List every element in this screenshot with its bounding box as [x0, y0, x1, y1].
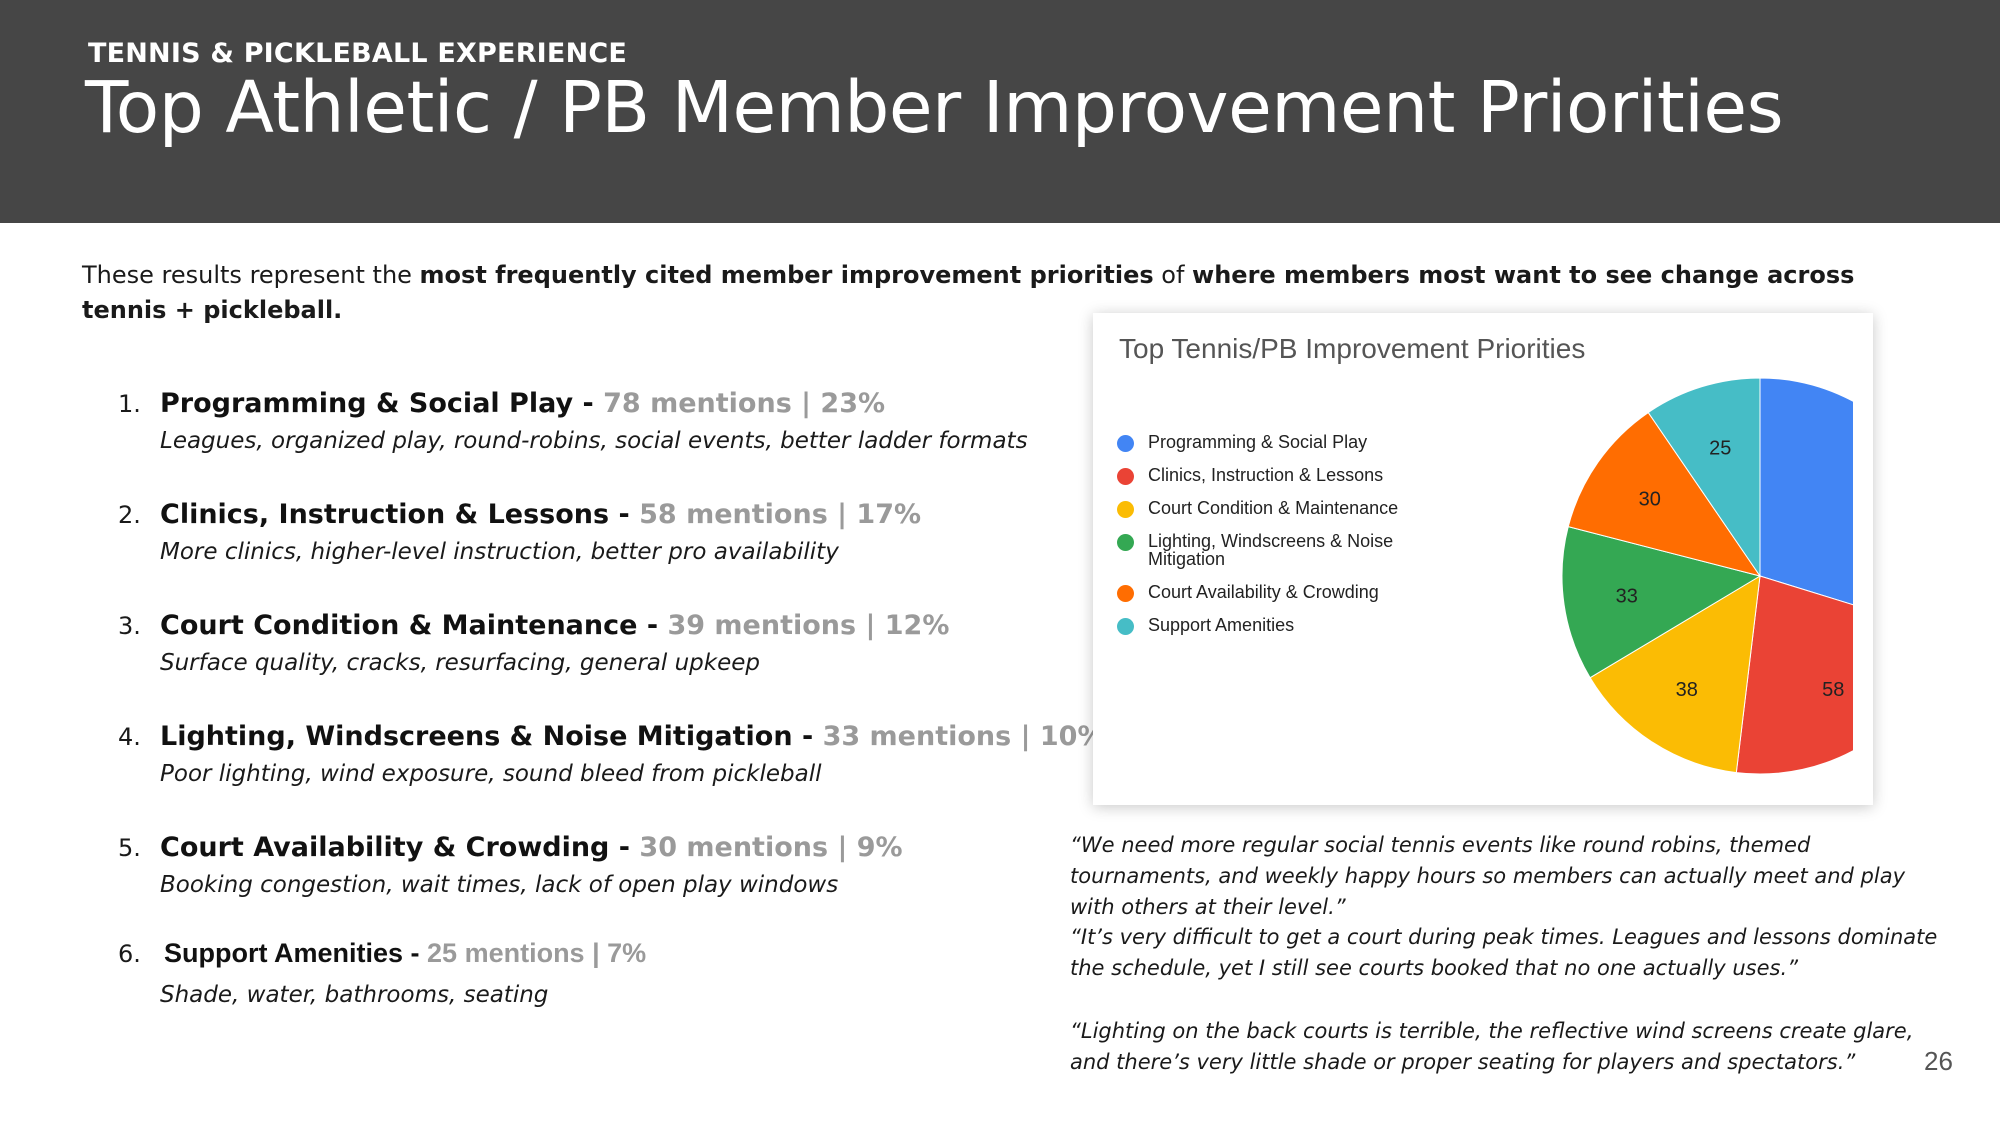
legend-swatch	[1117, 468, 1134, 485]
header-banner: TENNIS & PICKLEBALL EXPERIENCE Top Athle…	[0, 0, 2000, 223]
priority-label: Lighting, Windscreens & Noise Mitigation	[160, 721, 793, 752]
legend-label: Court Condition & Maintenance	[1148, 498, 1399, 518]
priority-heading: Programming & Social Play - 78 mentions …	[160, 388, 885, 419]
pie-slice	[1647, 377, 1761, 578]
priority-description: Leagues, organized play, round-robins, s…	[160, 428, 1028, 454]
pie-slice	[1589, 575, 1761, 774]
legend-label: Court Availability & Crowding	[1148, 582, 1379, 602]
chart-title: Top Tennis/PB Improvement Priorities	[1119, 333, 1586, 364]
priority-separator: -	[792, 721, 823, 752]
priority-description: Shade, water, bathrooms, seating	[160, 982, 549, 1008]
priority-number: 5.	[118, 834, 141, 862]
priority-label: Court Availability & Crowding	[160, 832, 610, 863]
pie-data-label: 58	[1822, 679, 1844, 701]
priority-description: Booking congestion, wait times, lack of …	[160, 872, 839, 898]
legend-swatch	[1117, 534, 1134, 551]
intro-paragraph: These results represent the most frequen…	[82, 258, 1862, 328]
priority-label: Programming & Social Play	[160, 388, 574, 419]
legend-label: Lighting, Windscreens & Noise Mitigation	[1148, 531, 1394, 569]
quote: “It’s very difficult to get a court duri…	[1070, 925, 1938, 980]
priority-separator: -	[403, 938, 428, 968]
legend-swatch	[1117, 501, 1134, 518]
priority-description: Poor lighting, wind exposure, sound blee…	[160, 761, 822, 787]
priority-description: Surface quality, cracks, resurfacing, ge…	[160, 650, 760, 676]
page-number: 26	[1924, 1046, 1953, 1076]
pie-chart-card: Top Tennis/PB Improvement Priorities Pro…	[1093, 313, 1873, 805]
pie-slice	[1561, 526, 1762, 679]
priority-label: Court Condition & Maintenance	[160, 610, 638, 641]
intro-text-1: These results represent the	[82, 261, 420, 289]
intro-bold-2: where members most want to see change ac…	[82, 261, 1855, 324]
section-kicker: TENNIS & PICKLEBALL EXPERIENCE	[88, 38, 628, 69]
priority-number: 3.	[118, 612, 141, 640]
priority-separator: -	[609, 499, 640, 530]
legend-label: Support Amenities	[1148, 615, 1295, 635]
priority-stats: 58 mentions | 17%	[639, 499, 922, 530]
pie-slice	[1759, 377, 1853, 606]
intro-bold-1: most frequently cited member improvement…	[419, 261, 1154, 289]
priority-stats: 78 mentions | 23%	[603, 388, 886, 419]
page-title: Top Athletic / PB Member Improvement Pri…	[85, 66, 1784, 149]
legend-swatch	[1117, 585, 1134, 602]
priority-description: More clinics, higher-level instruction, …	[160, 539, 839, 565]
pie-slice	[1735, 575, 1853, 775]
priority-stats: 33 mentions | 10%	[822, 721, 1105, 752]
legend-label: Programming & Social Play	[1148, 432, 1368, 452]
priority-heading: Lighting, Windscreens & Noise Mitigation…	[160, 721, 1105, 752]
priority-number: 2.	[118, 501, 141, 529]
legend-swatch	[1117, 618, 1134, 635]
pie-data-label: 25	[1709, 437, 1731, 459]
intro-text-2: of	[1153, 261, 1193, 289]
pie-slice	[1567, 411, 1762, 577]
priority-stats: 30 mentions | 9%	[639, 832, 903, 863]
priority-label: Clinics, Instruction & Lessons	[160, 499, 610, 530]
pie-data-label: 33	[1616, 585, 1638, 607]
priority-heading: Court Availability & Crowding - 30 menti…	[160, 832, 903, 863]
quote: “Lighting on the back courts is terrible…	[1070, 1019, 1914, 1074]
legend-swatch	[1117, 435, 1134, 452]
priority-heading: Support Amenities - 25 mentions | 7%	[164, 938, 646, 969]
priority-label: Support Amenities	[164, 938, 404, 968]
priority-heading: Clinics, Instruction & Lessons - 58 ment…	[160, 499, 921, 530]
priority-number: 6.	[118, 940, 141, 968]
priority-stats: 25 mentions | 7%	[427, 938, 647, 968]
pie-chart: 785838333025	[1561, 377, 1853, 775]
pie-data-label: 38	[1676, 679, 1698, 701]
priority-heading: Court Condition & Maintenance - 39 menti…	[160, 610, 949, 641]
priority-separator: -	[573, 388, 604, 419]
legend-label: Clinics, Instruction & Lessons	[1148, 465, 1384, 485]
priority-number: 1.	[118, 390, 141, 418]
pie-data-label: 30	[1639, 489, 1661, 511]
priority-separator: -	[637, 610, 668, 641]
quote: “We need more regular social tennis even…	[1070, 833, 1906, 919]
priority-separator: -	[609, 832, 640, 863]
priority-number: 4.	[118, 723, 141, 751]
priority-stats: 39 mentions | 12%	[667, 610, 950, 641]
